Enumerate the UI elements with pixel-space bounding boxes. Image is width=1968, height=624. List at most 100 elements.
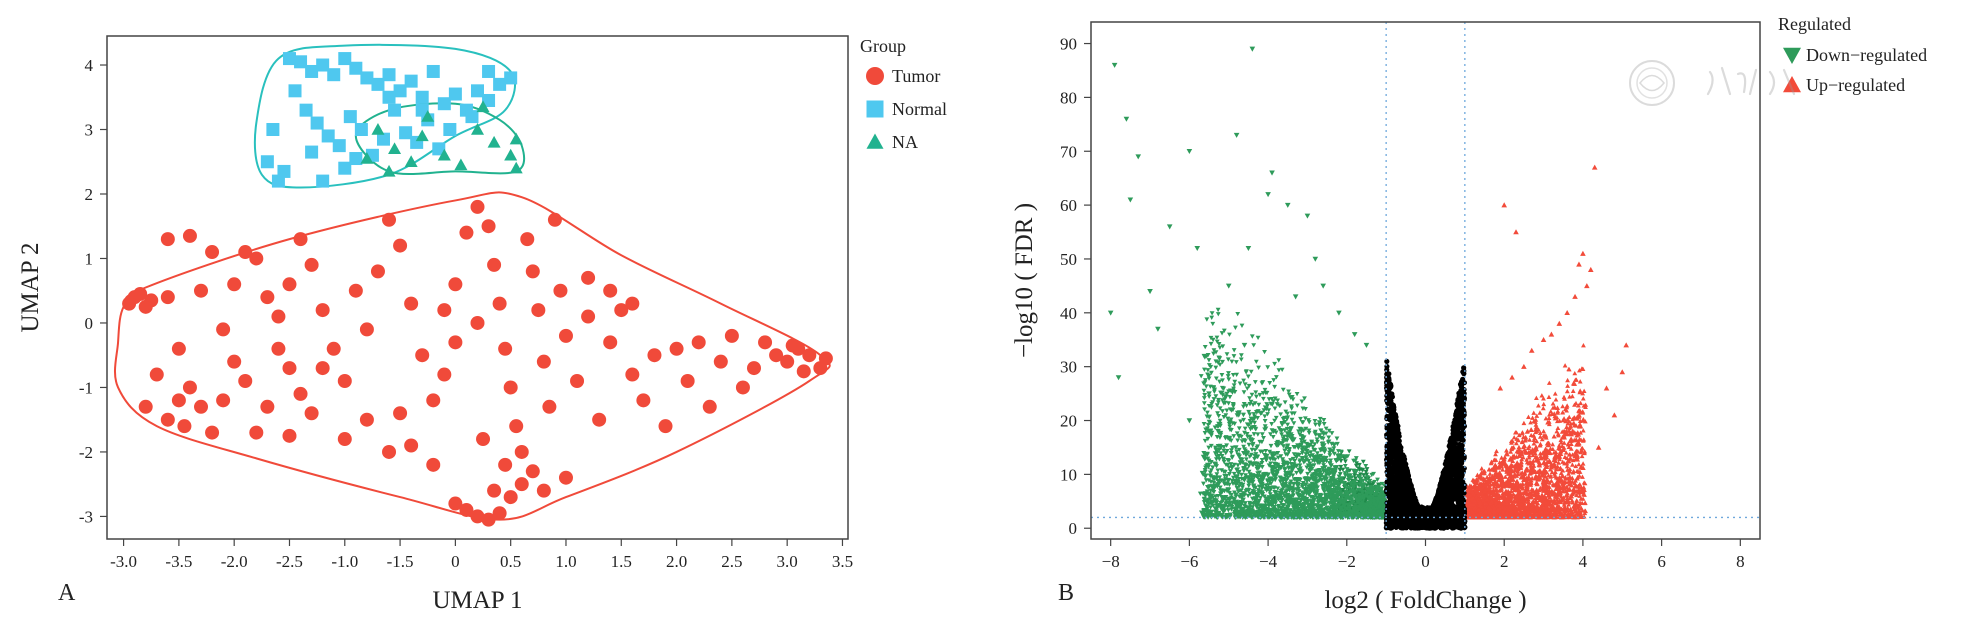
point-normal [349, 61, 363, 75]
point-down-regulated [1352, 473, 1358, 478]
point-down-regulated [1353, 463, 1359, 469]
point-down-regulated [1201, 367, 1207, 372]
point-down-regulated [1286, 389, 1291, 394]
point-down-regulated [1306, 418, 1311, 423]
x-axis-ticks: -3.0 -3.5 -2.0 -2.5 -1.0 -1.5 0 0.5 1.0 1.5 2.0 2.5… [110, 539, 853, 571]
point-normal [388, 103, 402, 117]
point-down-regulated [1293, 463, 1299, 468]
point-tumor [182, 228, 197, 243]
point-down-regulated [1322, 465, 1328, 470]
point-tumor [448, 496, 463, 511]
point-down-regulated [1276, 358, 1282, 363]
point-down-regulated [1247, 396, 1252, 401]
point-na [437, 148, 451, 161]
point-down-regulated [1204, 317, 1210, 322]
point-down-regulated [1229, 507, 1234, 512]
point-down-regulated [1127, 197, 1134, 203]
point-tumor [669, 341, 684, 356]
point-down-regulated [1354, 482, 1360, 487]
point-down-regulated [1314, 451, 1320, 456]
point-up-regulated [1555, 425, 1561, 431]
point-down-regulated [1268, 461, 1274, 466]
point-down-regulated [1303, 455, 1309, 460]
point-up-regulated [1494, 448, 1499, 454]
point-down-regulated [1147, 289, 1153, 295]
point-normal [310, 116, 324, 130]
point-down-regulated [1306, 444, 1312, 449]
point-down-regulated [1285, 411, 1290, 417]
point-up-regulated [1572, 370, 1578, 376]
point-down-regulated [1284, 472, 1290, 477]
point-down-regulated [1254, 512, 1260, 517]
point-down-regulated [1310, 444, 1316, 450]
hull-na [354, 102, 526, 176]
point-down-regulated [1208, 443, 1214, 449]
point-na [421, 110, 435, 122]
point-down-regulated [1221, 469, 1227, 474]
point-down-regulated [1244, 369, 1249, 374]
point-down-regulated [1241, 478, 1247, 483]
point-down-regulated [1284, 202, 1291, 208]
point-down-regulated [1305, 451, 1311, 456]
point-down-regulated [1224, 391, 1230, 397]
point-down-regulated [1214, 506, 1220, 512]
point-down-regulated [1274, 402, 1280, 407]
point-down-regulated [1303, 482, 1309, 487]
point-tumor [625, 296, 640, 311]
point-down-regulated [1289, 501, 1295, 506]
point-down-regulated [1245, 493, 1251, 499]
point-down-regulated [1363, 463, 1369, 469]
point-down-regulated [1267, 380, 1273, 386]
point-tumor [249, 251, 264, 266]
point-down-regulated [1204, 504, 1210, 509]
point-down-regulated [1278, 412, 1284, 417]
point-down-regulated [1217, 435, 1223, 440]
point-down-regulated [1252, 380, 1258, 385]
point-normal [382, 90, 396, 104]
point-down-regulated [1202, 380, 1208, 385]
volcano-points [1107, 46, 1629, 531]
point-down-regulated [1336, 502, 1342, 508]
point-down-regulated [1242, 430, 1247, 436]
point-tumor [514, 477, 529, 492]
point-tumor [785, 338, 800, 353]
point-tumor [581, 270, 596, 285]
point-down-regulated [1271, 498, 1277, 503]
point-down-regulated [1325, 480, 1331, 485]
point-normal [399, 126, 413, 140]
point-down-regulated [1223, 413, 1229, 418]
point-down-regulated [1357, 467, 1363, 472]
x-tick-label: -1.0 [331, 552, 358, 571]
point-down-regulated [1208, 341, 1214, 347]
point-down-regulated [1313, 470, 1319, 476]
point-down-regulated [1310, 458, 1316, 463]
point-down-regulated [1227, 472, 1232, 477]
point-down-regulated [1208, 364, 1214, 370]
point-normal [305, 145, 319, 159]
point-tumor [359, 322, 374, 337]
point-down-regulated [1218, 488, 1224, 493]
point-tumor [658, 419, 673, 434]
point-down-regulated [1202, 438, 1208, 444]
point-tumor [448, 277, 463, 292]
point-down-regulated [1247, 501, 1253, 507]
point-tumor [160, 290, 175, 305]
point-tumor [315, 303, 330, 318]
point-down-regulated [1247, 472, 1253, 477]
point-down-regulated [1262, 349, 1267, 355]
point-down-regulated [1303, 445, 1309, 451]
point-normal [415, 90, 429, 104]
point-down-regulated [1272, 457, 1278, 462]
y-tick-label: -1 [79, 378, 93, 397]
point-tumor [133, 286, 148, 301]
point-down-regulated [1210, 488, 1216, 493]
point-tumor [713, 354, 728, 369]
point-down-regulated [1231, 383, 1237, 388]
point-up-regulated [1569, 393, 1575, 399]
point-down-regulated [1229, 455, 1235, 461]
point-down-regulated [1276, 368, 1282, 373]
point-down-regulated [1329, 431, 1335, 436]
point-down-regulated [1225, 457, 1231, 463]
point-down-regulated [1270, 435, 1276, 440]
point-down-regulated [1269, 422, 1275, 427]
